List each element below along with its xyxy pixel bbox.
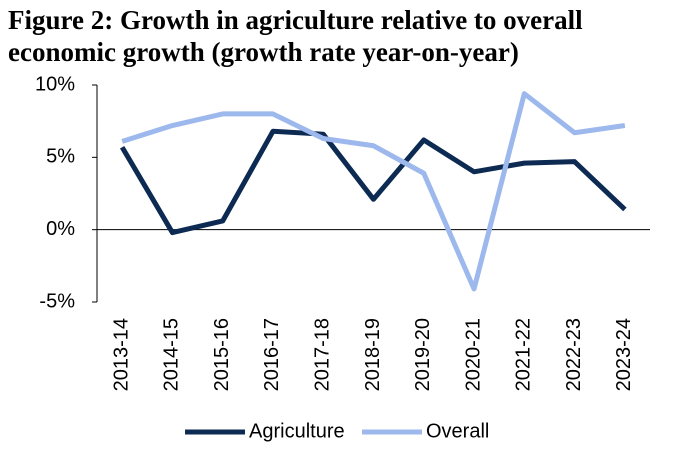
x-tick-label: 2014-15 (161, 318, 183, 391)
x-tick-label: 2017-18 (312, 318, 334, 391)
y-tick-label: -5% (39, 290, 75, 312)
data-line (121, 91, 626, 292)
y-tick-label: 10% (35, 73, 75, 95)
x-tick-label: 2016-17 (261, 318, 283, 391)
x-tick-label: 2023-24 (613, 318, 635, 391)
x-tick-label: 2021-22 (513, 318, 535, 391)
x-tick-label: 2015-16 (211, 318, 233, 391)
x-tick-label: 2022-23 (563, 318, 585, 391)
x-tick-label: 2020-21 (462, 318, 484, 391)
x-tick-label: 2013-14 (110, 318, 132, 391)
chart-title: Figure 2: Growth in agriculture relative… (8, 5, 583, 67)
y-tick-label: 5% (46, 146, 75, 168)
data-line (119, 128, 627, 236)
x-tick-label: 2019-20 (412, 318, 434, 391)
y-tick-label: 0% (46, 218, 75, 240)
legend-label: Overall (426, 420, 489, 442)
legend-label: Agriculture (249, 420, 345, 442)
x-tick-label: 2018-19 (362, 318, 384, 391)
